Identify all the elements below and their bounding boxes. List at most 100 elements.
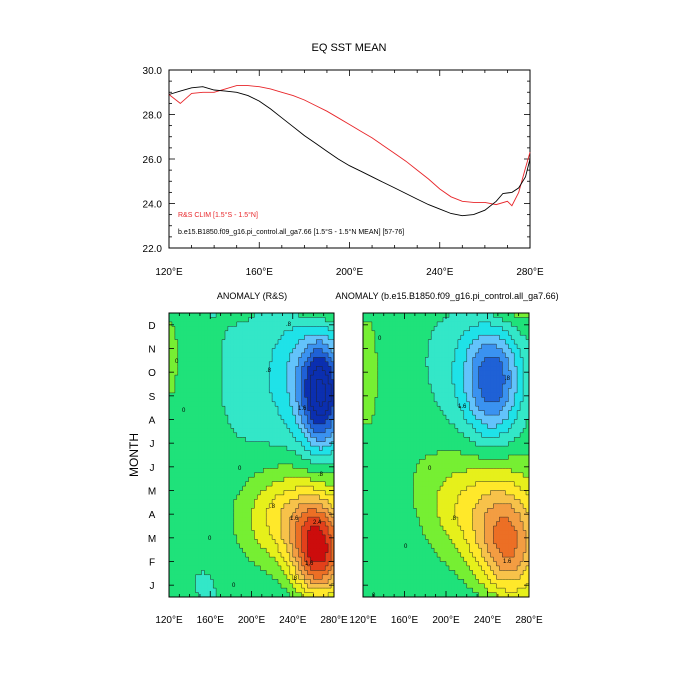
heatmap-cell — [171, 432, 176, 438]
heatmap-cell — [204, 352, 208, 358]
heatmap-cell — [198, 583, 202, 589]
heatmap-cell — [286, 392, 291, 398]
heatmap-cell — [245, 401, 249, 407]
heatmap-cell — [239, 499, 244, 505]
heatmap-cell — [224, 366, 229, 372]
heatmap-cell — [169, 583, 173, 589]
heatmap-cell — [440, 361, 444, 367]
month-label: D — [148, 321, 155, 332]
heatmap-cell — [177, 423, 182, 429]
heatmap-cell — [478, 357, 482, 363]
heatmap-cell — [204, 459, 208, 465]
heatmap-cell — [236, 477, 241, 483]
heatmap-cell — [224, 352, 229, 358]
heatmap-cell — [322, 361, 326, 367]
heatmap-cell — [266, 361, 270, 367]
heatmap-cell — [195, 548, 199, 554]
heatmap-cell — [451, 321, 456, 327]
heatmap-cell — [245, 588, 249, 593]
heatmap-cell — [463, 401, 468, 407]
heatmap-cell — [313, 499, 317, 505]
heatmap-cell — [307, 561, 311, 567]
heatmap-cell — [183, 415, 188, 420]
heatmap-cell — [177, 419, 182, 425]
heatmap-cell — [316, 574, 320, 580]
heatmap-cell — [472, 352, 477, 358]
heatmap-cell — [272, 583, 276, 589]
heatmap-cell — [325, 548, 329, 554]
heatmap-cell — [487, 366, 491, 372]
heatmap-cell — [192, 534, 196, 540]
heatmap-cell — [313, 348, 317, 354]
heatmap-cell — [207, 526, 211, 531]
heatmap-cell — [289, 339, 294, 345]
heatmap-cell — [295, 397, 300, 403]
heatmap-cell — [469, 375, 474, 380]
heatmap-cell — [242, 326, 247, 332]
heatmap-cell — [204, 397, 208, 403]
heatmap-cell — [201, 481, 205, 487]
heatmap-cell — [316, 348, 320, 354]
heatmap-cell — [207, 583, 211, 589]
heatmap-cell — [180, 339, 185, 345]
heatmap-cell — [171, 459, 176, 465]
heatmap-cell — [233, 388, 238, 394]
heatmap-cell — [254, 534, 258, 540]
heatmap-cell — [463, 357, 468, 363]
heatmap-cell — [313, 561, 317, 567]
heatmap-cell — [230, 486, 235, 491]
heatmap-cell — [213, 406, 217, 412]
heatmap-cell — [230, 370, 235, 376]
heatmap-cell — [493, 366, 497, 372]
heatmap-cell — [325, 570, 329, 576]
heatmap-cell — [222, 574, 226, 580]
heatmap-cell — [222, 366, 226, 372]
heatmap-cell — [198, 521, 202, 527]
heatmap-cell — [192, 313, 196, 318]
heatmap-cell — [301, 539, 305, 545]
heatmap-cell — [224, 565, 229, 571]
heatmap-cell — [523, 317, 527, 323]
heatmap-cell — [331, 530, 334, 536]
heatmap-cell — [443, 339, 447, 345]
heatmap-cell — [422, 326, 426, 332]
heatmap-cell — [526, 352, 529, 358]
heatmap-cell — [275, 450, 279, 456]
heatmap-cell — [517, 348, 521, 354]
heatmap-cell — [219, 446, 223, 451]
heatmap-cell — [431, 357, 435, 363]
heatmap-cell — [171, 330, 176, 336]
heatmap-cell — [210, 499, 214, 505]
heatmap-cell — [280, 437, 285, 443]
heatmap-cell — [204, 455, 208, 460]
heatmap-cell — [183, 508, 188, 514]
heatmap-cell — [331, 543, 334, 549]
heatmap-cell — [192, 397, 196, 403]
heatmap-cell — [278, 410, 282, 416]
heatmap-cell — [242, 494, 247, 500]
heatmap-cell — [266, 583, 270, 589]
heatmap-cell — [180, 486, 185, 491]
heatmap-cell — [245, 570, 249, 576]
heatmap-cell — [520, 335, 524, 341]
heatmap-cell — [280, 366, 285, 372]
heatmap-cell — [313, 548, 317, 554]
heatmap-cell — [328, 530, 332, 536]
heatmap-cell — [233, 548, 238, 554]
contour-label: .8 — [270, 504, 276, 510]
heatmap-cell — [380, 406, 385, 412]
heatmap-cell — [169, 539, 173, 545]
heatmap-cell — [254, 397, 258, 403]
heatmap-cell — [298, 455, 302, 460]
heatmap-cell — [475, 335, 479, 341]
heatmap-cell — [242, 366, 247, 372]
heatmap-cell — [322, 499, 326, 505]
heatmap-cell — [505, 379, 509, 385]
heatmap-cell — [183, 441, 188, 447]
heatmap-cell — [413, 330, 417, 336]
heatmap-cell — [493, 321, 497, 327]
heatmap-cell — [210, 521, 214, 527]
heatmap-cell — [422, 352, 426, 358]
heatmap-cell — [251, 450, 255, 456]
heatmap-cell — [174, 574, 179, 580]
